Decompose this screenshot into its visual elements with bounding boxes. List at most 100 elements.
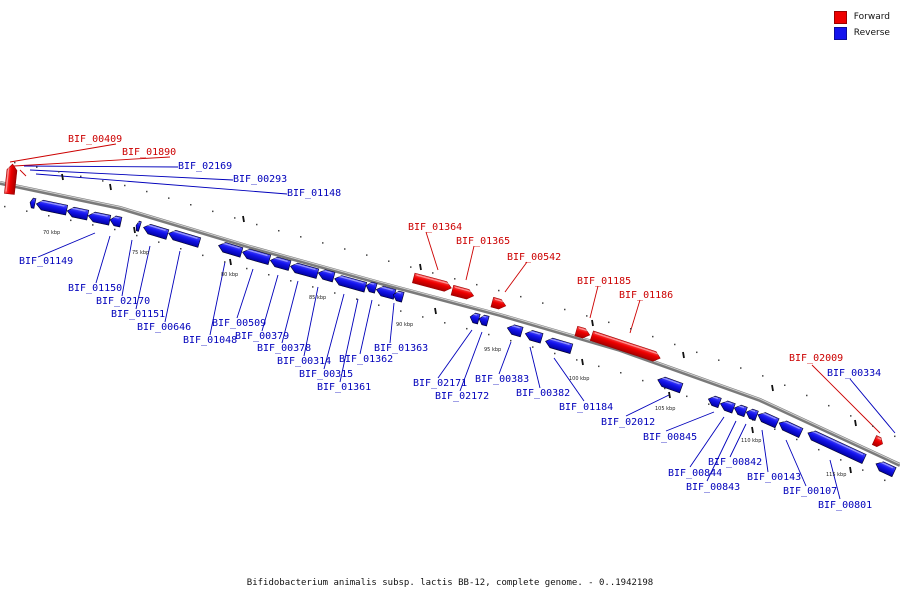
gene-label-BIF_02009[interactable]: BIF_02009	[789, 353, 843, 364]
gene-label-BIF_00844[interactable]: BIF_00844	[668, 468, 722, 479]
minor-tick	[476, 283, 478, 286]
gene-BIF_00509[interactable]	[217, 241, 244, 258]
leader-line	[19, 169, 27, 177]
gene-label-BIF_02170[interactable]: BIF_02170	[96, 296, 150, 307]
legend-forward: Forward	[833, 9, 890, 25]
scale-label: 95 kbp	[484, 347, 501, 353]
gene-BIF_01149-a[interactable]	[29, 197, 37, 209]
leader-line	[29, 169, 234, 181]
gene-BIF_01185[interactable]	[574, 325, 591, 340]
gene-label-BIF_01184[interactable]: BIF_01184	[559, 402, 613, 413]
gene-label-BIF_00293[interactable]: BIF_00293	[233, 174, 287, 185]
minor-tick	[190, 204, 192, 206]
gene-label-BIF_00509[interactable]: BIF_00509	[212, 318, 266, 329]
minor-tick	[70, 219, 72, 222]
gene-label-BIF_01186[interactable]: BIF_01186	[619, 290, 673, 301]
gene-BIF_01184[interactable]	[544, 336, 574, 354]
gene-label-BIF_00409[interactable]: BIF_00409	[68, 134, 122, 145]
gene-BIF_00843[interactable]	[733, 403, 748, 418]
gene-label-BIF_00379[interactable]: BIF_00379	[235, 331, 289, 342]
gene-BIF_01363[interactable]	[375, 285, 397, 300]
gene-BIF_01361[interactable]	[333, 274, 368, 293]
gene-label-BIF_01364[interactable]: BIF_01364	[408, 222, 462, 233]
leader-line	[465, 245, 475, 281]
minor-tick	[466, 327, 468, 330]
gene-BIF_02170[interactable]	[87, 211, 112, 226]
leader-line	[849, 378, 896, 434]
gene-label-BIF_00314[interactable]: BIF_00314	[277, 356, 331, 367]
gene-BIF_00143[interactable]	[756, 410, 780, 429]
gene-BIF_02009[interactable]	[871, 435, 884, 449]
gene-label-BIF_00845[interactable]: BIF_00845	[643, 432, 697, 443]
gene-label-BIF_01149[interactable]: BIF_01149	[19, 256, 73, 267]
gene-BIF_02171[interactable]	[469, 312, 481, 325]
gene-BIF_01364[interactable]	[412, 272, 452, 293]
gene-label-BIF_00382[interactable]: BIF_00382	[516, 388, 570, 399]
gene-label-BIF_01362[interactable]: BIF_01362	[339, 354, 393, 365]
gene-BIF_00646-a[interactable]	[135, 220, 142, 232]
gene-BIF_00315[interactable]	[317, 268, 336, 283]
gene-BIF_00646[interactable]	[142, 223, 170, 240]
gene-label-BIF_01048[interactable]: BIF_01048	[183, 335, 237, 346]
minor-tick	[762, 375, 764, 377]
gene-label-BIF_01365[interactable]: BIF_01365	[456, 236, 510, 247]
gene-label-BIF_01148[interactable]: BIF_01148	[287, 188, 341, 199]
gene-BIF_01365[interactable]	[450, 284, 475, 300]
gene-BIF_00107[interactable]	[777, 418, 804, 438]
minor-tick	[664, 387, 666, 390]
gene-BIF_00801[interactable]	[806, 428, 867, 464]
gene-BIF_00845[interactable]	[707, 394, 722, 409]
gene-BIF_01149[interactable]	[35, 199, 69, 216]
gene-label-BIF_02172[interactable]: BIF_02172	[435, 391, 489, 402]
gene-BIF_00409[interactable]	[4, 163, 18, 195]
major-tick	[242, 215, 245, 223]
gene-BIF_01362[interactable]	[365, 281, 378, 294]
gene-label-BIF_00646[interactable]: BIF_00646	[137, 322, 191, 333]
gene-label-BIF_00334[interactable]: BIF_00334	[827, 368, 881, 379]
gene-BIF_00542[interactable]	[490, 296, 507, 310]
gene-BIF_01150[interactable]	[66, 206, 90, 221]
leader-line	[9, 143, 117, 163]
gene-label-BIF_00315[interactable]: BIF_00315	[299, 369, 353, 380]
minor-tick	[312, 286, 314, 288]
gene-label-BIF_01361[interactable]: BIF_01361	[317, 382, 371, 393]
gene-label-BIF_02169[interactable]: BIF_02169	[178, 161, 232, 172]
gene-BIF_00844[interactable]	[719, 399, 736, 414]
gene-BIF_01363-b[interactable]	[392, 290, 405, 303]
gene-label-BIF_02012[interactable]: BIF_02012	[601, 417, 655, 428]
gene-label-BIF_00143[interactable]: BIF_00143	[747, 472, 801, 483]
minor-tick	[510, 339, 512, 342]
gene-label-BIF_00542[interactable]: BIF_00542	[507, 252, 561, 263]
gene-label-BIF_02171[interactable]: BIF_02171	[413, 378, 467, 389]
gene-label-BIF_01150[interactable]: BIF_01150	[68, 283, 122, 294]
gene-BIF_00334[interactable]	[874, 459, 897, 478]
minor-tick	[268, 273, 270, 276]
major-tick	[434, 307, 437, 315]
gene-BIF_02172[interactable]	[478, 314, 490, 327]
gene-BIF_00378[interactable]	[269, 256, 292, 271]
gene-label-BIF_01890[interactable]: BIF_01890	[122, 147, 176, 158]
gene-BIF_00379[interactable]	[241, 247, 272, 265]
gene-label-BIF_00107[interactable]: BIF_00107	[783, 486, 837, 497]
figure-caption: Bifidobacterium animalis subsp. lactis B…	[246, 578, 654, 588]
gene-label-BIF_00843[interactable]: BIF_00843	[686, 482, 740, 493]
gene-BIF_01048[interactable]	[167, 229, 202, 248]
gene-BIF_01151[interactable]	[109, 215, 123, 228]
gene-label-BIF_00842[interactable]: BIF_00842	[708, 457, 762, 468]
gene-BIF_00842[interactable]	[745, 407, 759, 421]
minor-tick	[26, 210, 28, 212]
gene-label-BIF_01151[interactable]: BIF_01151	[111, 309, 165, 320]
gene-BIF_00382[interactable]	[524, 329, 544, 344]
gene-BIF_02012[interactable]	[656, 375, 684, 394]
gene-BIF_00383[interactable]	[506, 323, 524, 338]
gene-BIF_00314[interactable]	[289, 261, 320, 279]
gene-BIF_01186[interactable]	[589, 330, 662, 363]
gene-label-BIF_00383[interactable]: BIF_00383	[475, 374, 529, 385]
gene-label-BIF_00801[interactable]: BIF_00801	[818, 500, 872, 511]
minor-tick	[246, 267, 248, 270]
gene-label-BIF_00378[interactable]: BIF_00378	[257, 343, 311, 354]
leader-line	[689, 416, 725, 468]
gene-label-BIF_01363[interactable]: BIF_01363	[374, 343, 428, 354]
major-tick	[419, 263, 422, 271]
gene-label-BIF_01185[interactable]: BIF_01185	[577, 276, 631, 287]
